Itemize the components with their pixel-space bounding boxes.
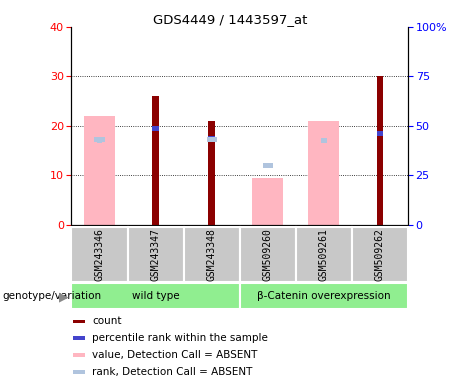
Bar [73, 370, 85, 374]
Bar [252, 178, 283, 225]
Bar [84, 116, 115, 225]
Text: GSM243347: GSM243347 [151, 228, 160, 281]
Text: genotype/variation: genotype/variation [2, 291, 101, 301]
Bar [152, 126, 159, 131]
Text: rank, Detection Call = ABSENT: rank, Detection Call = ABSENT [92, 367, 253, 377]
Bar [207, 137, 217, 142]
Bar [128, 227, 183, 282]
Bar [97, 138, 102, 143]
Bar [71, 227, 128, 282]
Text: β-Catenin overexpression: β-Catenin overexpression [257, 291, 390, 301]
Bar [321, 138, 327, 143]
Bar [73, 336, 85, 340]
Text: GSM243348: GSM243348 [207, 228, 217, 281]
Bar [308, 121, 339, 225]
Bar [152, 96, 159, 225]
Bar [296, 227, 352, 282]
Text: GSM243346: GSM243346 [95, 228, 105, 281]
Text: GDS4449 / 1443597_at: GDS4449 / 1443597_at [154, 13, 307, 26]
Bar [95, 137, 105, 142]
Bar [377, 131, 383, 136]
Text: count: count [92, 316, 122, 326]
Bar [208, 136, 215, 141]
Text: GSM509262: GSM509262 [375, 228, 385, 281]
Bar [183, 227, 240, 282]
Bar [73, 319, 85, 323]
Text: percentile rank within the sample: percentile rank within the sample [92, 333, 268, 343]
Text: GSM509261: GSM509261 [319, 228, 329, 281]
Bar [240, 227, 296, 282]
Bar [377, 76, 383, 225]
Text: wild type: wild type [132, 291, 179, 301]
Bar [71, 283, 240, 309]
Bar [73, 353, 85, 357]
Bar [352, 227, 408, 282]
Text: value, Detection Call = ABSENT: value, Detection Call = ABSENT [92, 350, 258, 360]
Bar [263, 163, 273, 168]
Text: GSM509260: GSM509260 [263, 228, 273, 281]
Text: ▶: ▶ [59, 290, 68, 303]
Bar [240, 283, 408, 309]
Bar [208, 121, 215, 225]
